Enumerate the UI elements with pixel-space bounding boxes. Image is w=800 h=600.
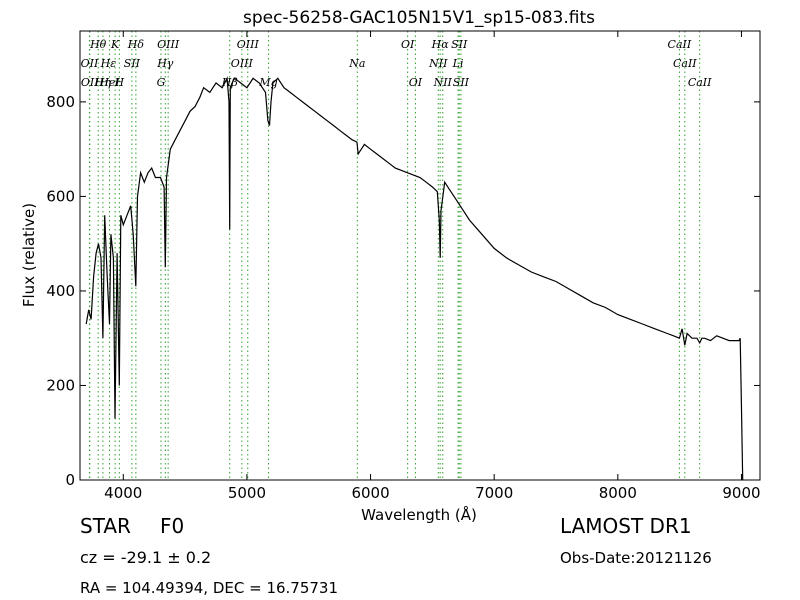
x-axis-ticks: 4000 5000 6000 7000 8000 9000 bbox=[104, 31, 761, 502]
y-tick-label: 200 bbox=[46, 376, 75, 394]
plot-frame bbox=[79, 30, 761, 481]
line-label: Li bbox=[452, 57, 464, 70]
y-tick-label: 0 bbox=[65, 471, 75, 489]
observation-date: Obs-Date:20121126 bbox=[560, 549, 712, 567]
x-tick-label: 7000 bbox=[475, 484, 513, 502]
y-tick-label: 600 bbox=[46, 187, 75, 205]
line-label: G bbox=[157, 76, 166, 89]
line-label: OIII bbox=[237, 38, 260, 51]
line-label: SII bbox=[451, 38, 468, 51]
emission-line-markers bbox=[89, 31, 701, 480]
line-label: Na bbox=[348, 57, 365, 70]
object-class: F0 bbox=[160, 514, 185, 538]
line-label: OIII bbox=[231, 57, 254, 70]
line-label: CaII bbox=[668, 38, 692, 51]
line-label: OII bbox=[81, 76, 99, 89]
line-label: Hγ bbox=[156, 57, 174, 70]
x-tick-label: 5000 bbox=[228, 484, 266, 502]
x-tick-label: 8000 bbox=[599, 484, 637, 502]
line-label: NII bbox=[433, 76, 453, 89]
y-axis-ticks: 0 200 400 600 800 bbox=[46, 93, 760, 489]
line-label: OI bbox=[409, 76, 423, 89]
x-tick-label: 9000 bbox=[722, 484, 760, 502]
object-type: STAR bbox=[80, 514, 131, 538]
line-label: Hε bbox=[100, 57, 117, 70]
line-label: Hη bbox=[94, 76, 112, 89]
coordinates: RA = 104.49394, DEC = 16.75731 bbox=[80, 579, 339, 597]
line-label: CaII bbox=[688, 76, 712, 89]
line-label: Hβ bbox=[221, 76, 238, 89]
line-label: HeI bbox=[98, 76, 120, 89]
line-label: SII bbox=[453, 76, 470, 89]
line-label: Hδ bbox=[127, 38, 145, 51]
line-label: CaII bbox=[673, 57, 697, 70]
line-label: K bbox=[110, 38, 120, 51]
line-label: Hα bbox=[431, 38, 450, 51]
spectrum-line bbox=[85, 76, 744, 481]
line-label: NII bbox=[428, 57, 448, 70]
y-tick-label: 400 bbox=[46, 282, 75, 300]
y-axis-label: Flux (relative) bbox=[20, 203, 38, 307]
line-label: SII bbox=[124, 57, 141, 70]
redshift-value: cz = -29.1 ± 0.2 bbox=[80, 548, 212, 567]
line-label: OII bbox=[81, 57, 99, 70]
line-label: Hθ bbox=[89, 38, 107, 51]
line-label: OI bbox=[401, 38, 415, 51]
line-label: H bbox=[114, 76, 125, 89]
chart-title: spec-56258-GAC105N15V1_sp15-083.fits bbox=[243, 8, 595, 28]
survey-name: LAMOST DR1 bbox=[560, 514, 692, 538]
y-tick-label: 800 bbox=[46, 93, 75, 111]
x-axis-label: Wavelength (Å) bbox=[361, 505, 477, 524]
x-tick-label: 4000 bbox=[104, 484, 142, 502]
line-label: OIII bbox=[157, 38, 180, 51]
x-tick-label: 6000 bbox=[351, 484, 389, 502]
